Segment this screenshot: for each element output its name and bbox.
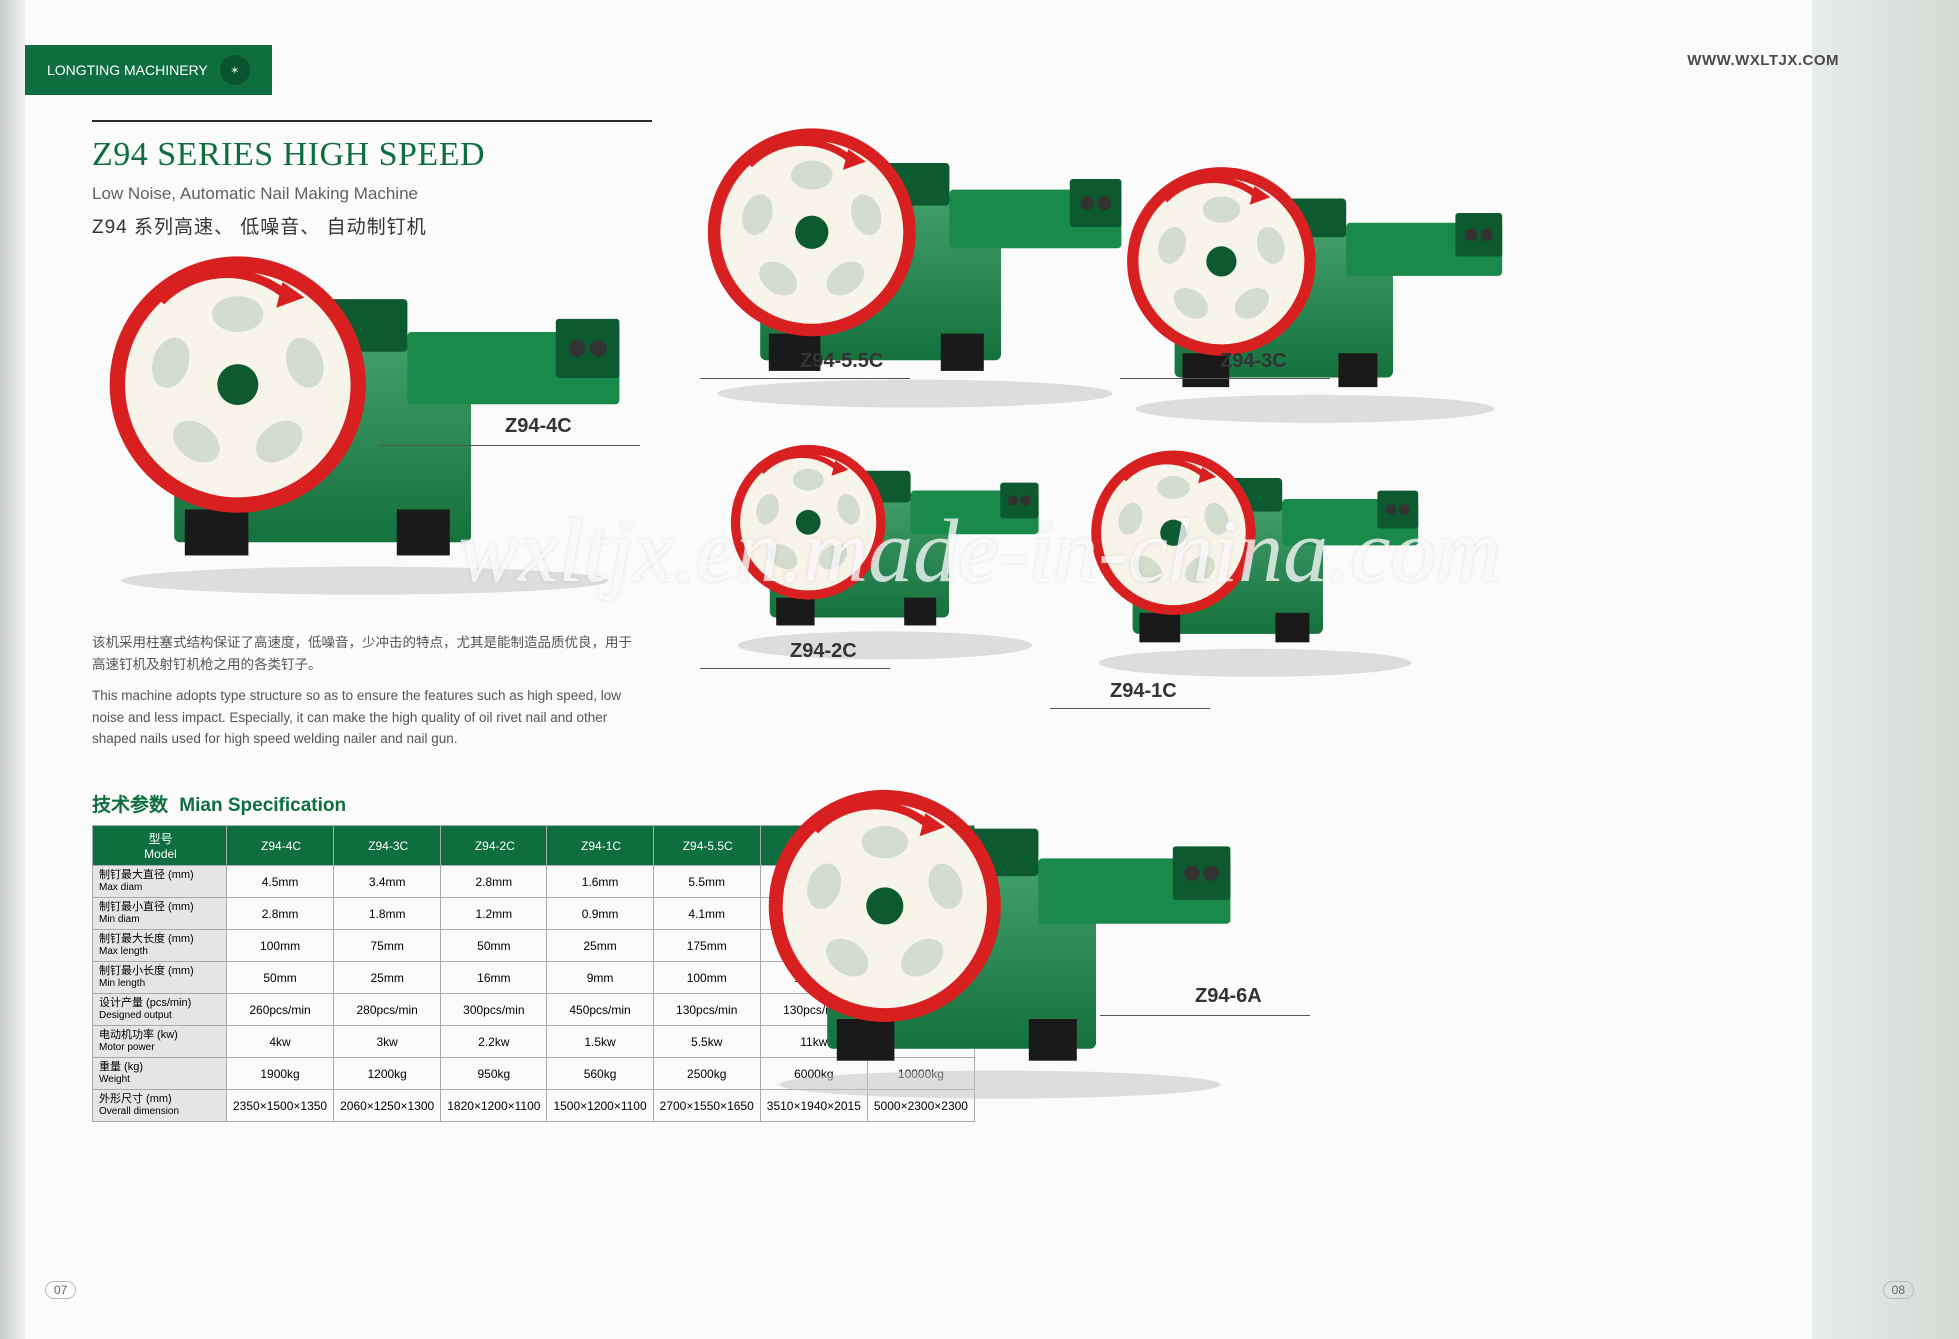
description: 该机采用柱塞式结构保证了高速度，低噪音，少冲击的特点，尤其是能制造品质优良，用于… xyxy=(92,632,642,760)
row-label: 电动机功率 (kw)Motor power xyxy=(93,1026,227,1058)
spec-cell: 2.8mm xyxy=(441,866,547,898)
spec-cell: 280pcs/min xyxy=(334,994,441,1026)
subtitle-cn: Z94 系列高速、 低噪音、 自动制钉机 xyxy=(92,212,652,239)
spec-cell: 75mm xyxy=(334,930,441,962)
spec-cell: 16mm xyxy=(441,962,547,994)
machine-figure xyxy=(1085,440,1425,681)
subtitle-en: Low Noise, Automatic Nail Making Machine xyxy=(92,184,652,204)
spec-cell: 2500kg xyxy=(653,1058,760,1090)
website-url: WWW.WXLTJX.COM xyxy=(1687,52,1839,69)
row-label: 外形尺寸 (mm)Overall dimension xyxy=(93,1090,227,1122)
spec-cell: 4.1mm xyxy=(653,898,760,930)
machine-figure xyxy=(725,435,1045,663)
spec-cell: 5.5mm xyxy=(653,866,760,898)
spec-cell: 1.8mm xyxy=(334,898,441,930)
desc-cn: 该机采用柱塞式结构保证了高速度，低噪音，少冲击的特点，尤其是能制造品质优良，用于… xyxy=(92,632,642,675)
page-number-left: 07 xyxy=(45,1281,76,1299)
spec-cell: 1900kg xyxy=(227,1058,334,1090)
spec-heading-cn: 技术参数 xyxy=(92,795,168,816)
model-label: Z94-3C xyxy=(1220,350,1287,373)
model-label-rule xyxy=(700,668,890,669)
spec-heading-en: Mian Specification xyxy=(179,795,346,816)
model-label-rule xyxy=(1050,708,1210,709)
page-binding-edge xyxy=(0,0,25,1339)
row-label: 制钉最小长度 (mm)Min length xyxy=(93,962,227,994)
model-label-rule xyxy=(1100,1015,1310,1016)
machine-figure xyxy=(700,115,1130,412)
spec-cell: 1.2mm xyxy=(441,898,547,930)
machine-figure xyxy=(1120,155,1510,427)
model-label: Z94-1C xyxy=(1110,680,1177,703)
spec-col-header: Z94-2C xyxy=(441,826,547,866)
spec-cell: 2.2kw xyxy=(441,1026,547,1058)
spec-cell: 3.4mm xyxy=(334,866,441,898)
spec-cell: 100mm xyxy=(227,930,334,962)
spec-cell: 1.5kw xyxy=(547,1026,653,1058)
row-label: 制钉最大直径 (mm)Max diam xyxy=(93,866,227,898)
spec-cell: 300pcs/min xyxy=(441,994,547,1026)
page-number-right: 08 xyxy=(1883,1281,1914,1299)
spec-cell: 450pcs/min xyxy=(547,994,653,1026)
page-title: Z94 SERIES HIGH SPEED xyxy=(92,136,652,174)
spec-cell: 1500×1200×1100 xyxy=(547,1090,653,1122)
spec-cell: 130pcs/min xyxy=(653,994,760,1026)
spec-cell: 3kw xyxy=(334,1026,441,1058)
spec-heading: 技术参数 Mian Specification xyxy=(92,790,346,817)
row-label: 设计产量 (pcs/min)Designed output xyxy=(93,994,227,1026)
spec-cell: 0.9mm xyxy=(547,898,653,930)
spec-col-header: Z94-5.5C xyxy=(653,826,760,866)
brand-name: LONGTING MACHINERY xyxy=(47,62,208,78)
title-rule xyxy=(92,120,652,122)
spec-cell: 1200kg xyxy=(334,1058,441,1090)
spec-cell: 5.5kw xyxy=(653,1026,760,1058)
model-label-rule xyxy=(700,378,910,379)
spec-cell: 25mm xyxy=(547,930,653,962)
brand-header: LONGTING MACHINERY ✶ xyxy=(25,45,272,95)
spec-cell: 1.6mm xyxy=(547,866,653,898)
spec-col-header: Z94-3C xyxy=(334,826,441,866)
spec-cell: 560kg xyxy=(547,1058,653,1090)
spec-cell: 260pcs/min xyxy=(227,994,334,1026)
spec-cell: 175mm xyxy=(653,930,760,962)
spec-col-header: Z94-1C xyxy=(547,826,653,866)
row-label: 重量 (kg)Weight xyxy=(93,1058,227,1090)
model-label: Z94-4C xyxy=(505,415,572,438)
row-label: 制钉最大长度 (mm)Max length xyxy=(93,930,227,962)
spec-cell: 50mm xyxy=(227,962,334,994)
model-label-rule xyxy=(380,445,640,446)
machine-figure xyxy=(760,775,1240,1103)
spec-cell: 2700×1550×1650 xyxy=(653,1090,760,1122)
model-label: Z94-2C xyxy=(790,640,857,663)
row-label: 制钉最小直径 (mm)Min diam xyxy=(93,898,227,930)
spec-cell: 50mm xyxy=(441,930,547,962)
spec-cell: 4kw xyxy=(227,1026,334,1058)
spec-cell: 25mm xyxy=(334,962,441,994)
spec-cell: 2350×1500×1350 xyxy=(227,1090,334,1122)
spec-cell: 100mm xyxy=(653,962,760,994)
model-label: Z94-6A xyxy=(1195,985,1262,1008)
title-block: Z94 SERIES HIGH SPEED Low Noise, Automat… xyxy=(92,120,652,239)
spec-cell: 1820×1200×1100 xyxy=(441,1090,547,1122)
spec-cell: 950kg xyxy=(441,1058,547,1090)
spec-cell: 9mm xyxy=(547,962,653,994)
spec-cell: 2060×1250×1300 xyxy=(334,1090,441,1122)
spec-cell: 2.8mm xyxy=(227,898,334,930)
spec-model-header: 型号 Model xyxy=(93,826,227,866)
model-label-rule xyxy=(1120,378,1330,379)
desc-en: This machine adopts type structure so as… xyxy=(92,685,642,750)
spec-col-header: Z94-4C xyxy=(227,826,334,866)
model-label: Z94-5.5C xyxy=(800,350,883,373)
spec-cell: 4.5mm xyxy=(227,866,334,898)
brand-logo-icon: ✶ xyxy=(220,55,250,85)
